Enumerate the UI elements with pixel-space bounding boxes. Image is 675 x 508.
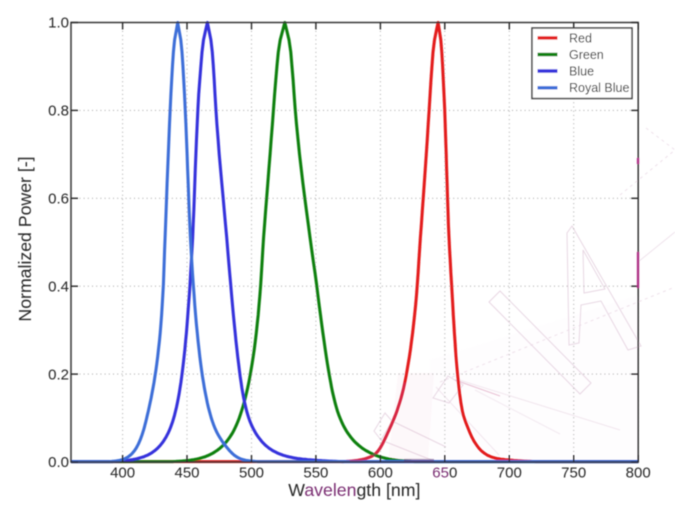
svg-text:450: 450: [174, 465, 199, 482]
svg-text:Green: Green: [569, 48, 604, 62]
svg-text:Royal Blue: Royal Blue: [569, 81, 629, 95]
svg-text:0.0: 0.0: [48, 454, 69, 471]
svg-text:700: 700: [497, 465, 522, 482]
svg-text:550: 550: [303, 465, 328, 482]
svg-text:800: 800: [626, 465, 651, 482]
svg-text:Blue: Blue: [569, 64, 594, 78]
svg-text:0.4: 0.4: [48, 278, 69, 295]
svg-text:Normalized Power [-]: Normalized Power [-]: [15, 156, 35, 321]
svg-text:500: 500: [239, 465, 264, 482]
svg-text:0.6: 0.6: [48, 191, 69, 208]
svg-text:0.8: 0.8: [48, 103, 69, 120]
svg-text:600: 600: [368, 465, 393, 482]
svg-text:Wavelength [nm]: Wavelength [nm]: [288, 480, 420, 500]
svg-text:400: 400: [110, 465, 135, 482]
svg-text:1.0: 1.0: [48, 15, 69, 32]
svg-text:750: 750: [561, 465, 586, 482]
svg-text:650: 650: [432, 465, 457, 482]
svg-text:0.2: 0.2: [48, 366, 69, 383]
svg-text:Red: Red: [569, 31, 592, 45]
